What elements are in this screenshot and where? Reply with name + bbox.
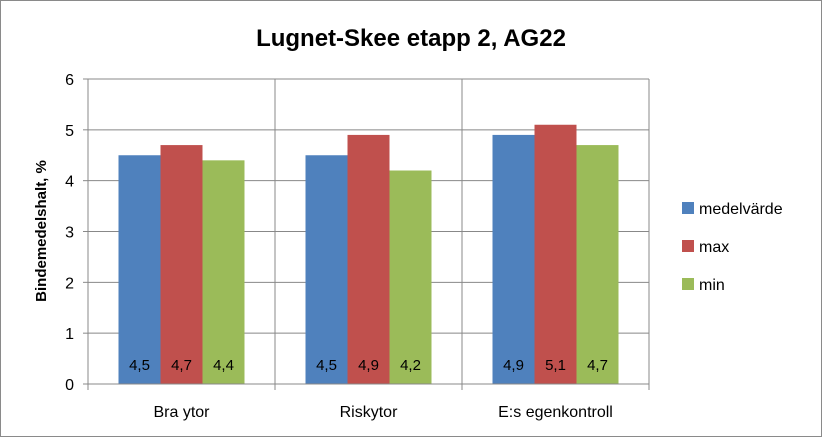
bar — [118, 155, 161, 384]
x-tick-label: E:s egenkontroll — [498, 404, 613, 421]
y-tick-label: 0 — [65, 377, 74, 394]
legend-label: medelvärde — [699, 201, 783, 218]
legend-label: min — [699, 277, 725, 294]
y-axis-label: Bindemedelshalt, % — [33, 160, 50, 302]
data-label: 4,7 — [587, 357, 608, 374]
bar — [305, 155, 348, 384]
data-label: 4,9 — [358, 357, 379, 374]
data-labels: 4,5 4,7 4,4 4,5 4,9 4,2 4,9 5,1 4,7 — [129, 357, 608, 374]
chart-title: Lugnet-Skee etapp 2, AG22 — [256, 25, 566, 52]
bar — [347, 134, 390, 384]
data-label: 5,1 — [545, 357, 566, 374]
x-tick-label: Riskytor — [340, 404, 398, 421]
bars — [118, 124, 619, 384]
bar — [160, 145, 203, 384]
bar — [576, 145, 619, 384]
legend-swatch — [682, 278, 694, 290]
y-tick-label: 6 — [65, 72, 74, 89]
data-label: 4,9 — [503, 357, 524, 374]
y-tick-label: 5 — [65, 123, 74, 140]
y-tick-label: 4 — [65, 174, 74, 191]
x-tick-label: Bra ytor — [153, 404, 210, 421]
axes: 0 1 2 3 4 5 6 Bra ytor Riskytor E:s egenkontroll — [65, 72, 650, 421]
y-tick-label: 3 — [65, 225, 74, 242]
legend-swatch — [682, 202, 694, 214]
data-label: 4,4 — [213, 357, 234, 374]
bar — [492, 134, 535, 384]
legend-label: max — [699, 239, 729, 256]
bar — [202, 160, 245, 384]
bar — [534, 124, 577, 384]
data-label: 4,7 — [171, 357, 192, 374]
data-label: 4,5 — [316, 357, 337, 374]
data-label: 4,5 — [129, 357, 150, 374]
y-tick-label: 2 — [65, 275, 74, 292]
legend: medelvärde max min — [682, 201, 783, 294]
legend-swatch — [682, 240, 694, 252]
bar — [389, 170, 432, 384]
y-tick-label: 1 — [65, 326, 74, 343]
data-label: 4,2 — [400, 357, 421, 374]
